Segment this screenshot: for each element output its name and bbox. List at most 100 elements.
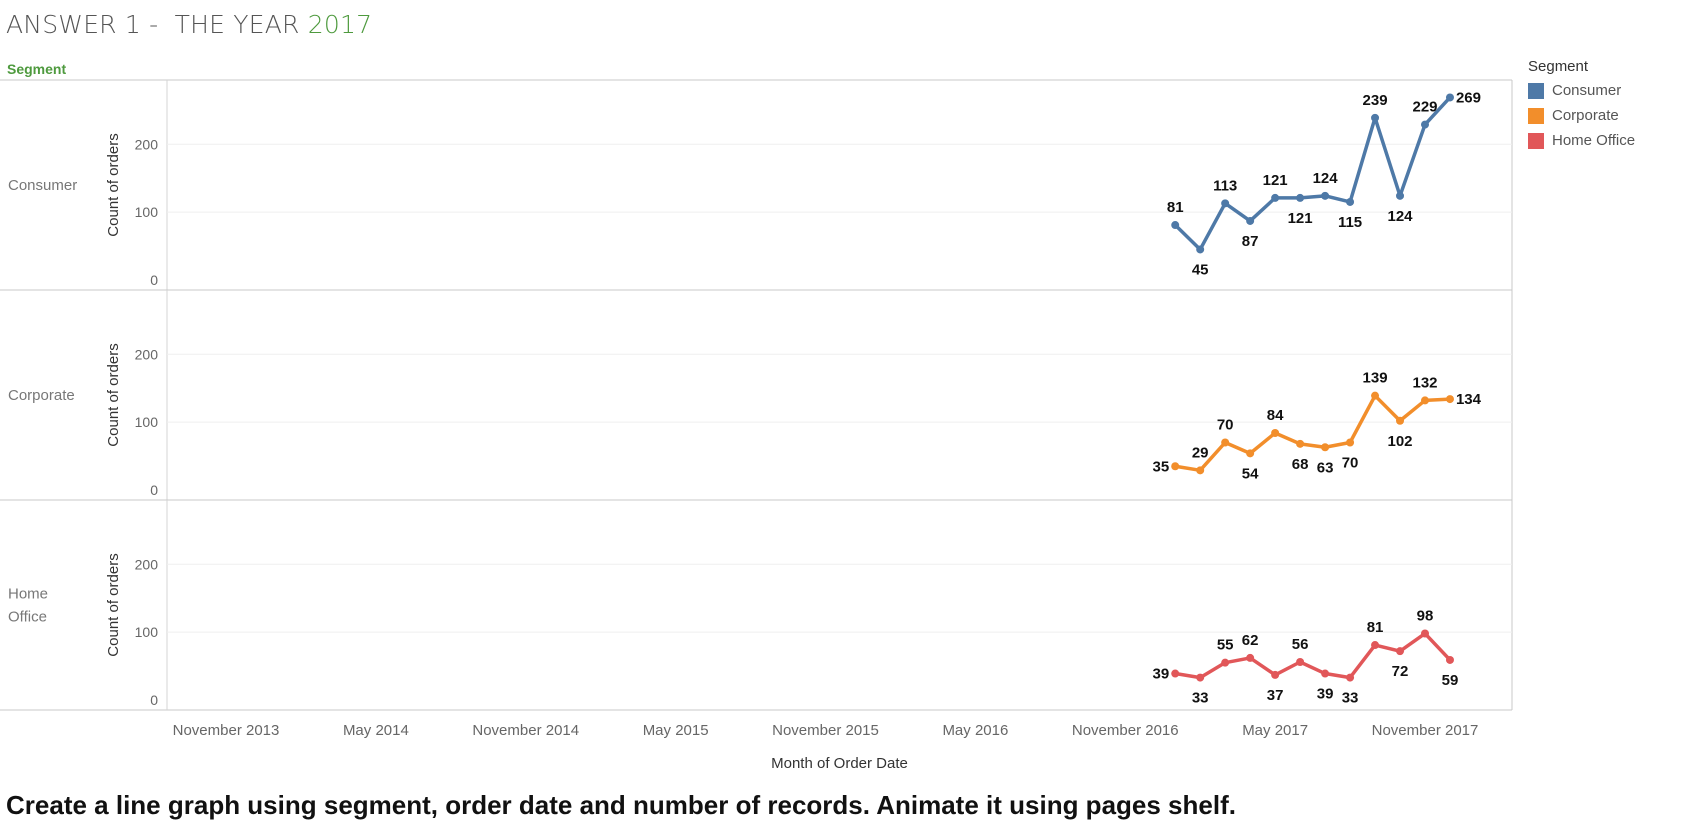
data-point-home-office-2017-03: [1221, 658, 1230, 667]
data-point-corporate-2017-09: [1371, 391, 1380, 400]
data-label-corporate-2017-10: 102: [1388, 433, 1413, 450]
data-point-consumer-2017-11: [1421, 120, 1429, 129]
row-label-home-office-1: Home: [8, 586, 48, 603]
legend-item-home-office[interactable]: Home Office: [1528, 128, 1635, 153]
x-tick-label-2015-05: May 2015: [643, 722, 709, 739]
y-axis-title-corporate: Count of orders: [105, 343, 122, 446]
y-tick-label-home-office-0: 0: [150, 692, 158, 708]
data-label-home-office-2017-09: 81: [1367, 619, 1384, 636]
data-point-consumer-2017-12: [1445, 93, 1454, 102]
data-label-corporate-2017-05: 84: [1267, 407, 1284, 424]
data-label-home-office-2017-07: 39: [1317, 686, 1334, 703]
y-axis-title-consumer: Count of orders: [105, 133, 122, 236]
instruction-text: Create a line graph using segment, order…: [6, 790, 1236, 820]
series-line-home-office: [1173, 631, 1452, 680]
data-point-consumer-2017-03: [1221, 199, 1230, 208]
data-label-consumer-2017-10: 124: [1388, 208, 1414, 225]
data-label-home-office-2017-12: 59: [1442, 672, 1459, 689]
title-year: 2017: [307, 10, 373, 39]
title-prefix: ANSWER 1 - THE YEAR: [6, 10, 308, 39]
data-label-home-office-2017-05: 37: [1267, 687, 1284, 704]
data-label-home-office-2017-03: 55: [1217, 637, 1234, 654]
data-point-home-office-2017-07: [1321, 669, 1330, 678]
data-label-home-office-2017-06: 56: [1292, 636, 1309, 653]
data-label-corporate-2017-09: 139: [1363, 370, 1388, 387]
legend-item-consumer[interactable]: Consumer: [1528, 78, 1635, 103]
legend: Segment Consumer Corporate Home Office: [1528, 58, 1635, 153]
x-axis-title: Month of Order Date: [771, 755, 908, 772]
page-title: ANSWER 1 - THE YEAR 2017: [6, 10, 372, 39]
data-point-corporate-2017-08: [1346, 438, 1355, 447]
data-label-corporate-2017-06: 68: [1292, 456, 1309, 473]
data-point-consumer-2017-02: [1196, 245, 1205, 254]
data-point-corporate-2017-05: [1271, 429, 1280, 437]
y-axis-title-home-office: Count of orders: [105, 553, 122, 656]
data-point-consumer-2017-01: [1171, 221, 1180, 230]
data-label-corporate-2017-03: 70: [1217, 417, 1234, 434]
data-label-home-office-2017-08: 33: [1342, 690, 1359, 707]
data-point-corporate-2017-07: [1321, 443, 1330, 452]
segment-column-header: Segment: [7, 61, 67, 77]
data-label-consumer-2017-12: 269: [1456, 89, 1481, 106]
row-label-corporate: Corporate: [8, 387, 75, 404]
x-tick-label-2017-05: May 2017: [1242, 722, 1308, 739]
data-label-consumer-2017-04: 87: [1242, 233, 1259, 250]
legend-label-home-office: Home Office: [1552, 132, 1636, 149]
data-label-corporate-2017-01: 35: [1153, 458, 1170, 475]
row-label-home-office-2: Office: [8, 609, 47, 626]
legend-swatch-consumer: [1528, 82, 1544, 99]
data-point-home-office-2017-01: [1171, 669, 1180, 678]
data-point-corporate-2017-06: [1296, 439, 1305, 448]
data-label-consumer-2017-11: 229: [1412, 99, 1437, 116]
data-point-home-office-2017-09: [1371, 641, 1380, 650]
x-tick-label-2013-11: November 2013: [173, 722, 280, 739]
x-tick-label-2014-05: May 2014: [343, 722, 409, 739]
data-point-consumer-2017-10: [1396, 191, 1405, 200]
y-tick-label-corporate-200: 200: [135, 346, 159, 362]
x-tick-label-2016-11: November 2016: [1072, 722, 1179, 739]
data-label-home-office-2017-11: 98: [1417, 608, 1434, 625]
x-tick-label-2016-05: May 2016: [942, 722, 1008, 739]
legend-title: Segment: [1528, 58, 1589, 75]
data-label-consumer-2017-06: 121: [1288, 210, 1313, 227]
y-tick-label-corporate-0: 0: [150, 482, 158, 498]
y-tick-label-consumer-100: 100: [135, 204, 159, 220]
series-line-consumer: [1173, 95, 1452, 252]
data-point-corporate-2017-04: [1246, 449, 1255, 458]
series-line-corporate: [1173, 393, 1452, 473]
x-tick-label-2017-11: November 2017: [1372, 722, 1479, 739]
data-point-consumer-2017-05: [1271, 193, 1280, 202]
data-label-corporate-2017-02: 29: [1192, 444, 1209, 461]
x-tick-label-2015-11: November 2015: [772, 722, 879, 739]
data-point-corporate-2017-11: [1421, 396, 1429, 405]
data-point-corporate-2017-01: [1171, 462, 1180, 471]
y-tick-label-corporate-100: 100: [135, 414, 159, 430]
data-point-home-office-2017-05: [1271, 670, 1280, 679]
data-point-home-office-2017-11: [1421, 629, 1429, 638]
data-point-corporate-2017-03: [1221, 438, 1230, 447]
legend-swatch-corporate: [1528, 107, 1544, 124]
data-point-home-office-2017-06: [1296, 658, 1305, 666]
data-label-consumer-2017-02: 45: [1192, 261, 1209, 278]
data-label-corporate-2017-08: 70: [1342, 455, 1359, 472]
data-point-corporate-2017-12: [1445, 395, 1454, 404]
data-label-consumer-2017-05: 121: [1263, 172, 1288, 189]
data-label-consumer-2017-03: 113: [1213, 177, 1237, 194]
data-label-consumer-2017-07: 124: [1313, 170, 1339, 187]
data-label-consumer-2017-09: 239: [1363, 92, 1388, 109]
data-point-corporate-2017-10: [1396, 416, 1405, 425]
data-point-home-office-2017-02: [1196, 673, 1205, 682]
data-label-corporate-2017-04: 54: [1242, 465, 1259, 482]
data-point-home-office-2017-10: [1396, 647, 1405, 656]
data-point-consumer-2017-08: [1346, 197, 1355, 206]
data-label-home-office-2017-01: 39: [1153, 666, 1170, 683]
data-label-consumer-2017-08: 115: [1338, 214, 1362, 231]
y-tick-label-consumer-0: 0: [150, 272, 158, 288]
data-label-home-office-2017-10: 72: [1392, 663, 1409, 680]
legend-item-corporate[interactable]: Corporate: [1528, 103, 1635, 128]
legend-swatch-home-office: [1528, 132, 1544, 149]
data-point-consumer-2017-06: [1296, 193, 1305, 202]
data-point-consumer-2017-07: [1321, 191, 1330, 200]
legend-label-corporate: Corporate: [1552, 107, 1619, 124]
